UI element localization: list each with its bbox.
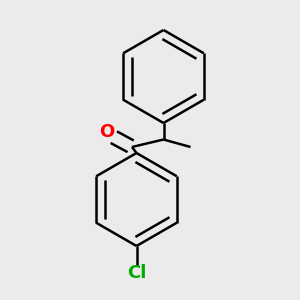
Text: O: O	[99, 123, 114, 141]
Text: Cl: Cl	[127, 264, 146, 282]
